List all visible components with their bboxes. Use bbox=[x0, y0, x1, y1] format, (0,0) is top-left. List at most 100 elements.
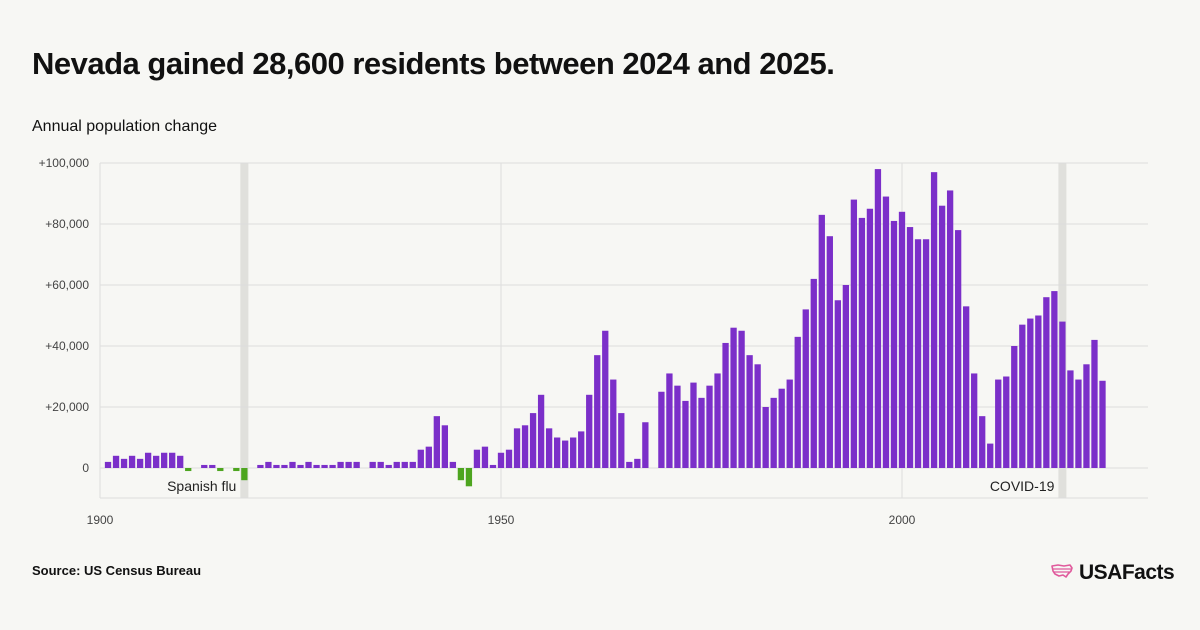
bar bbox=[874, 169, 882, 468]
bar bbox=[890, 220, 898, 468]
bar bbox=[642, 422, 649, 468]
bar bbox=[1043, 297, 1050, 468]
bar bbox=[136, 458, 144, 468]
x-tick-label: 2000 bbox=[889, 513, 916, 527]
bar bbox=[289, 461, 296, 468]
bar bbox=[449, 461, 457, 468]
bar bbox=[602, 330, 609, 468]
bar bbox=[152, 455, 160, 468]
bar bbox=[345, 461, 352, 468]
bar bbox=[1019, 324, 1026, 468]
bar bbox=[714, 373, 721, 468]
event-band-0 bbox=[240, 163, 249, 498]
bar bbox=[562, 440, 569, 468]
usafacts-logo[interactable]: USAFacts bbox=[1050, 561, 1175, 585]
bar bbox=[257, 464, 264, 468]
bar bbox=[537, 394, 545, 468]
bar bbox=[417, 449, 424, 468]
bar bbox=[1083, 364, 1090, 468]
annotation-label: Spanish flu bbox=[167, 478, 236, 494]
bar bbox=[674, 385, 681, 468]
bar bbox=[995, 379, 1002, 468]
bar bbox=[658, 391, 665, 468]
bar bbox=[433, 416, 440, 468]
bar bbox=[706, 385, 713, 468]
bar bbox=[746, 355, 753, 468]
bar bbox=[954, 230, 962, 468]
bar bbox=[618, 413, 625, 468]
bar bbox=[217, 468, 224, 472]
bar bbox=[369, 461, 376, 468]
bar bbox=[337, 461, 344, 468]
bar bbox=[858, 217, 866, 468]
bar bbox=[265, 461, 272, 468]
bar bbox=[946, 190, 954, 468]
bar bbox=[505, 449, 513, 468]
bar bbox=[850, 199, 858, 468]
bar bbox=[1011, 346, 1018, 468]
bar bbox=[1075, 379, 1082, 468]
bar bbox=[1059, 321, 1066, 468]
y-tick-label: 0 bbox=[82, 461, 89, 475]
bar bbox=[161, 452, 168, 468]
bar bbox=[329, 464, 336, 468]
bar bbox=[497, 452, 505, 468]
bar bbox=[1027, 318, 1034, 468]
bar bbox=[409, 461, 416, 468]
bar bbox=[979, 416, 986, 468]
bar bbox=[457, 468, 465, 481]
bar bbox=[570, 437, 577, 468]
bar bbox=[1035, 315, 1042, 468]
page-title: Nevada gained 28,600 residents between 2… bbox=[32, 46, 835, 81]
bar bbox=[922, 239, 930, 468]
y-tick-label: +40,000 bbox=[45, 339, 89, 353]
bar bbox=[802, 309, 809, 468]
bar bbox=[770, 397, 777, 468]
bar bbox=[169, 452, 176, 468]
bar bbox=[313, 464, 320, 468]
bar bbox=[738, 330, 745, 468]
bar bbox=[810, 278, 817, 468]
bar bbox=[842, 285, 850, 468]
bar bbox=[626, 461, 633, 468]
bar bbox=[634, 458, 641, 468]
bar bbox=[144, 452, 152, 468]
bar bbox=[778, 388, 785, 468]
bar bbox=[481, 446, 489, 468]
bar bbox=[682, 400, 689, 468]
bar bbox=[441, 425, 449, 468]
bar bbox=[834, 300, 841, 468]
bar bbox=[730, 327, 737, 468]
source-note: Source: US Census Bureau bbox=[32, 563, 202, 578]
bar bbox=[786, 379, 793, 468]
bar bbox=[393, 461, 400, 468]
bar bbox=[762, 407, 769, 468]
bar bbox=[690, 382, 697, 468]
bar bbox=[209, 464, 216, 468]
bar bbox=[1091, 339, 1098, 468]
bar bbox=[273, 464, 280, 468]
y-tick-label: +80,000 bbox=[45, 217, 89, 231]
bar bbox=[553, 437, 561, 468]
bar bbox=[987, 443, 994, 468]
bar bbox=[465, 468, 473, 487]
bar bbox=[401, 461, 408, 468]
bar bbox=[586, 394, 593, 468]
bar bbox=[177, 455, 184, 468]
bar bbox=[1067, 370, 1074, 468]
bar bbox=[826, 236, 833, 468]
bar bbox=[594, 355, 601, 468]
bar bbox=[120, 458, 128, 468]
bar bbox=[112, 455, 120, 468]
bar bbox=[385, 464, 392, 468]
bar bbox=[866, 208, 874, 468]
bar bbox=[529, 413, 537, 468]
bar bbox=[1099, 380, 1106, 468]
bar bbox=[353, 461, 360, 468]
bar bbox=[241, 468, 248, 481]
x-tick-label: 1900 bbox=[87, 513, 114, 527]
x-tick-label: 1950 bbox=[488, 513, 515, 527]
bar bbox=[185, 468, 192, 472]
annotation-label: COVID-19 bbox=[990, 478, 1055, 494]
